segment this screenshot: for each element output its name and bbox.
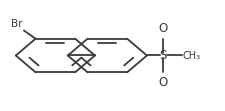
Text: O: O [158,22,167,35]
Text: O: O [158,76,167,89]
Text: CH₃: CH₃ [182,51,200,60]
Text: S: S [159,49,166,62]
Text: Br: Br [11,19,23,29]
